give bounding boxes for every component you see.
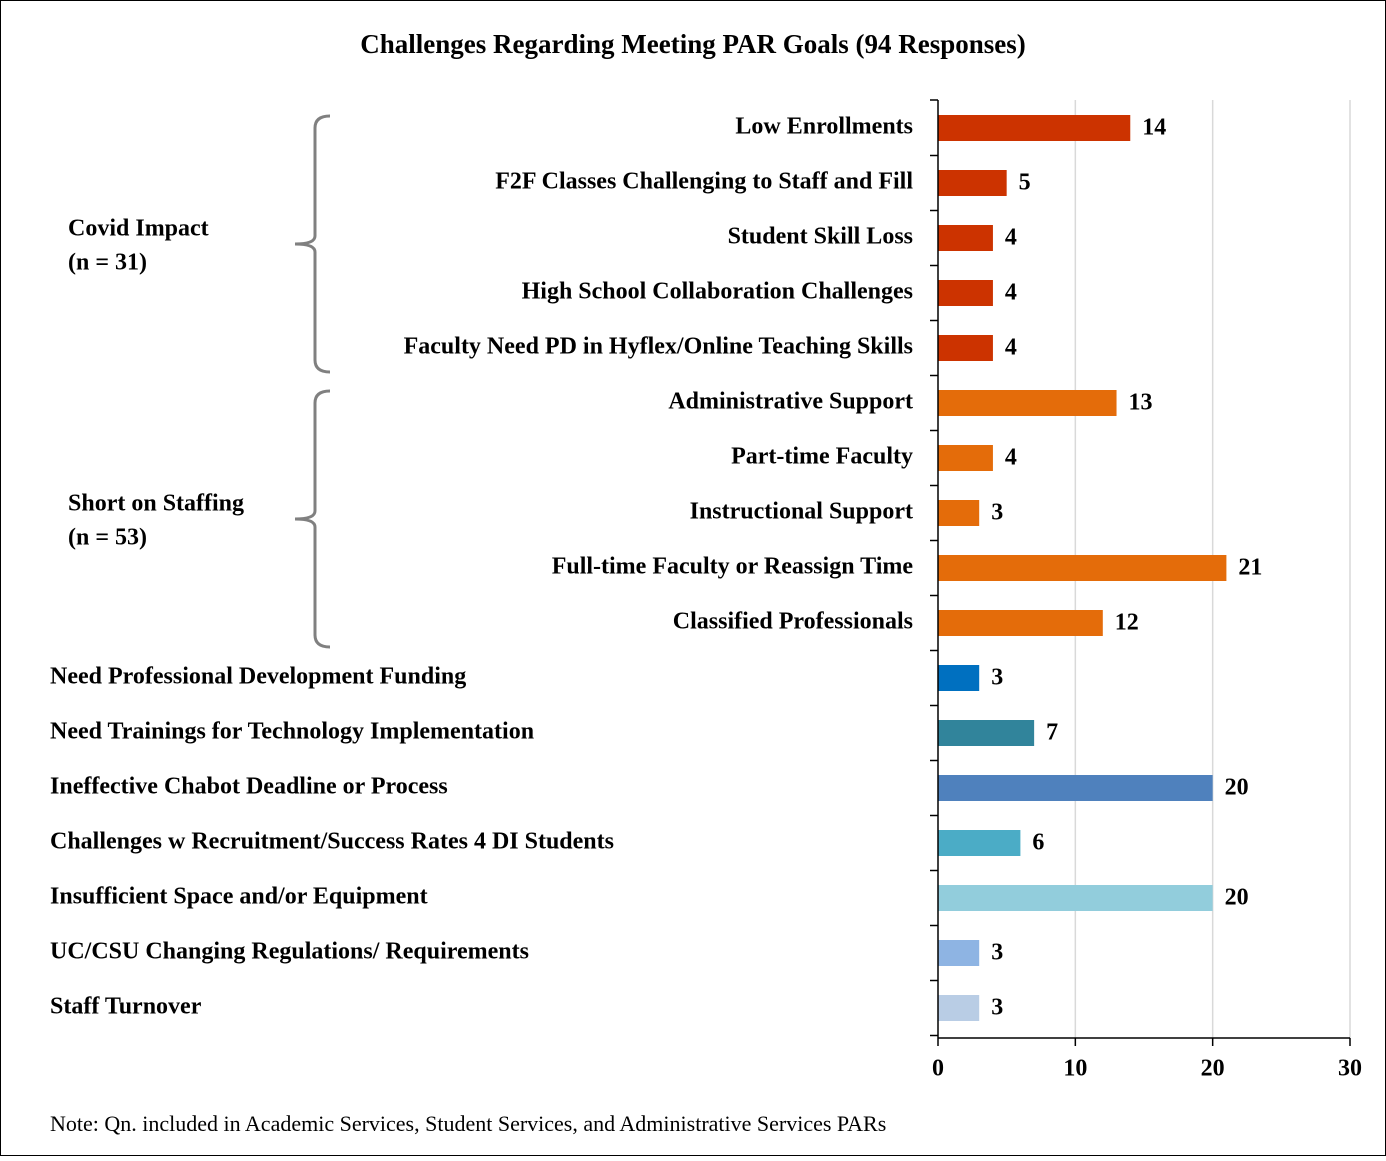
bar	[938, 610, 1103, 636]
bar	[938, 280, 993, 306]
category-label: F2F Classes Challenging to Staff and Fil…	[495, 169, 913, 195]
category-label: Insufficient Space and/or Equipment	[50, 884, 428, 910]
bar	[938, 225, 993, 251]
category-label: High School Collaboration Challenges	[522, 279, 913, 305]
bar	[938, 115, 1131, 141]
bar	[938, 555, 1227, 581]
group-bracket	[294, 114, 331, 374]
value-label: 3	[991, 940, 1003, 966]
bar	[938, 500, 980, 526]
value-label: 20	[1225, 775, 1249, 801]
value-label: 3	[991, 665, 1003, 691]
note: Note: Qn. included in Academic Services,…	[50, 1111, 886, 1136]
value-label: 6	[1032, 830, 1044, 856]
category-label: Need Professional Development Funding	[50, 664, 466, 690]
value-label: 4	[1005, 225, 1017, 251]
bar	[938, 170, 1007, 196]
category-label: Challenges w Recruitment/Success Rates 4…	[50, 829, 614, 855]
x-tick-label: 0	[932, 1056, 944, 1082]
group-title: Covid Impact	[68, 216, 209, 242]
group-subtitle: (n = 31)	[68, 250, 147, 276]
value-label: 5	[1019, 170, 1031, 196]
bar	[938, 720, 1035, 746]
bar	[938, 665, 980, 691]
category-label: UC/CSU Changing Regulations/ Requirement…	[50, 939, 529, 965]
category-label: Staff Turnover	[50, 994, 202, 1020]
category-label: Ineffective Chabot Deadline or Process	[50, 774, 448, 800]
chart-title: Challenges Regarding Meeting PAR Goals (…	[360, 29, 1025, 59]
category-label: Student Skill Loss	[728, 224, 913, 250]
value-label: 7	[1046, 720, 1058, 746]
value-label: 4	[1005, 335, 1017, 361]
value-label: 4	[1005, 445, 1017, 471]
group-subtitle: (n = 53)	[68, 525, 147, 551]
x-tick-label: 10	[1063, 1056, 1087, 1082]
category-label: Classified Professionals	[673, 609, 913, 635]
value-label: 12	[1115, 610, 1139, 636]
value-label: 3	[991, 995, 1003, 1021]
group-bracket	[294, 389, 331, 649]
category-label: Full-time Faculty or Reassign Time	[552, 554, 914, 580]
bar	[938, 775, 1213, 801]
bar	[938, 390, 1117, 416]
bar	[938, 940, 980, 966]
value-label: 21	[1238, 555, 1262, 581]
bar	[938, 830, 1021, 856]
category-label: Instructional Support	[690, 499, 913, 525]
bar	[938, 445, 993, 471]
x-tick-label: 30	[1338, 1056, 1362, 1082]
category-label: Need Trainings for Technology Implementa…	[50, 719, 534, 745]
bar	[938, 335, 993, 361]
category-label: Administrative Support	[668, 389, 913, 415]
bar	[938, 995, 980, 1021]
category-label: Faculty Need PD in Hyflex/Online Teachin…	[404, 334, 913, 360]
value-label: 14	[1142, 115, 1166, 141]
category-label: Low Enrollments	[735, 114, 913, 140]
x-tick-label: 20	[1201, 1056, 1225, 1082]
group-title: Short on Staffing	[68, 491, 244, 517]
category-label: Part-time Faculty	[731, 444, 913, 470]
value-label: 20	[1225, 885, 1249, 911]
value-label: 13	[1129, 390, 1153, 416]
value-label: 3	[991, 500, 1003, 526]
bar	[938, 885, 1213, 911]
value-label: 4	[1005, 280, 1017, 306]
